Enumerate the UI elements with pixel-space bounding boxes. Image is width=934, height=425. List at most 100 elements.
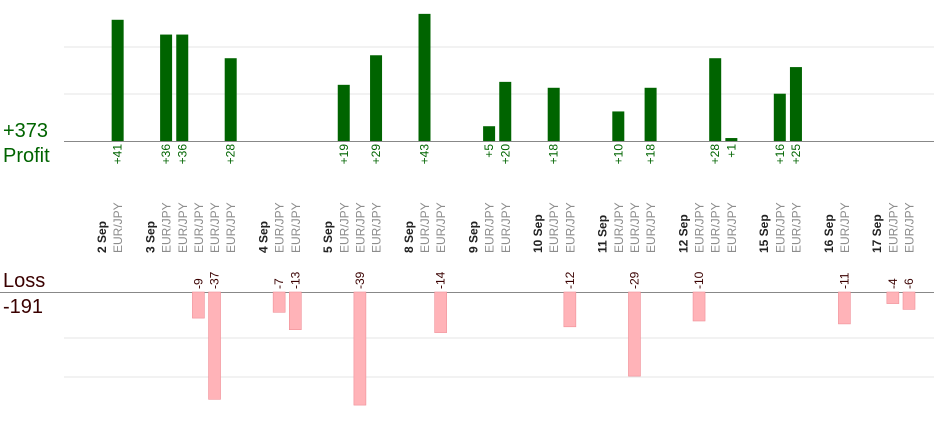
profit-label: Profit (3, 145, 50, 167)
date-label: 10 Sep (531, 214, 545, 253)
pair-label: EUR/JPY (176, 202, 190, 253)
pair-label: EUR/JPY (773, 202, 787, 253)
profit-bar (483, 126, 496, 141)
profit-value-label: +20 (498, 144, 512, 165)
date-label: 4 Sep (257, 221, 271, 253)
profit-bar (337, 84, 350, 141)
profit-value-label: +28 (708, 144, 722, 165)
pair-label: EUR/JPY (111, 202, 125, 253)
date-label: 12 Sep (676, 214, 690, 253)
date-label: 15 Sep (757, 214, 771, 253)
loss-value-label: -37 (208, 271, 222, 289)
profit-bar (176, 34, 189, 141)
pair-label: EUR/JPY (273, 202, 287, 253)
pair-label: EUR/JPY (370, 202, 384, 253)
pair-label: EUR/JPY (725, 202, 739, 253)
loss-value-label: -12 (563, 271, 577, 289)
loss-bar (272, 291, 286, 313)
profit-bar (160, 34, 173, 141)
date-label: 3 Sep (143, 221, 157, 253)
profit-value-label: +43 (418, 144, 432, 165)
loss-label: Loss (3, 270, 46, 292)
profit-bar (612, 111, 625, 141)
loss-bar (628, 291, 641, 377)
loss-value-label: -29 (627, 271, 641, 289)
profit-bar (725, 138, 738, 141)
date-label: 2 Sep (95, 221, 109, 253)
pair-label: EUR/JPY (337, 202, 351, 253)
pair-label: EUR/JPY (192, 202, 206, 253)
loss-bar (838, 291, 851, 325)
profit-bar (370, 55, 383, 142)
pair-label: EUR/JPY (612, 202, 626, 253)
pair-label: EUR/JPY (838, 202, 852, 253)
pair-label: EUR/JPY (483, 202, 497, 253)
loss-bar (208, 291, 221, 400)
profit-value-label: +36 (175, 144, 189, 165)
profit-bar (644, 87, 657, 141)
profit-value-label: +41 (111, 144, 125, 165)
loss-bar (192, 291, 205, 319)
pair-label: EUR/JPY (160, 202, 174, 253)
profit-value-label: +18 (547, 144, 561, 165)
profit-bar (773, 93, 786, 141)
pair-label: EUR/JPY (353, 202, 367, 253)
loss-value-label: -7 (272, 278, 286, 289)
loss-bar (902, 291, 916, 310)
loss-bar (353, 291, 367, 406)
profit-value-label: +18 (644, 144, 658, 165)
pair-label: EUR/JPY (628, 202, 642, 253)
pair-label: EUR/JPY (789, 202, 803, 253)
pair-label: EUR/JPY (224, 202, 238, 253)
profit-bar (111, 19, 124, 141)
pair-label: EUR/JPY (547, 202, 561, 253)
loss-value-label: -6 (902, 278, 916, 289)
profit-value-label: +25 (789, 144, 803, 165)
profit-value-label: +10 (611, 144, 625, 165)
date-label: 8 Sep (402, 221, 416, 253)
pair-label: EUR/JPY (644, 202, 658, 253)
pair-label: EUR/JPY (563, 202, 577, 253)
loss-value-label: -14 (434, 271, 448, 289)
loss-value-label: -10 (692, 271, 706, 289)
loss-bar (434, 291, 447, 333)
loss-total: -191 (3, 296, 44, 318)
profit-value-label: +28 (224, 144, 238, 165)
pair-label: EUR/JPY (499, 202, 513, 253)
date-label: 5 Sep (321, 221, 335, 253)
profit-value-label: +5 (482, 144, 496, 158)
pair-label: EUR/JPY (289, 202, 303, 253)
profit-total: +373 (3, 120, 49, 142)
loss-bar (563, 291, 577, 328)
pair-label: EUR/JPY (886, 202, 900, 253)
profit-bar (418, 13, 431, 141)
loss-bar (886, 291, 900, 304)
pair-label: EUR/JPY (903, 202, 917, 253)
profit-bar (499, 81, 512, 141)
loss-value-label: -4 (886, 278, 900, 289)
pair-label: EUR/JPY (709, 202, 723, 253)
profit-bar (709, 58, 722, 141)
date-label: 17 Sep (870, 214, 884, 253)
pair-label: EUR/JPY (434, 202, 448, 253)
loss-bar (692, 291, 706, 322)
date-label: 16 Sep (822, 214, 836, 253)
profit-value-label: +19 (337, 144, 351, 165)
pair-label: EUR/JPY (693, 202, 707, 253)
pair-label: EUR/JPY (208, 202, 222, 253)
date-label: 9 Sep (466, 221, 480, 253)
date-label: 11 Sep (596, 215, 610, 253)
loss-bar (288, 291, 302, 331)
loss-value-label: -11 (837, 272, 851, 289)
pair-label: EUR/JPY (418, 202, 432, 253)
profit-bar (547, 87, 560, 141)
profit-value-label: +29 (369, 144, 383, 165)
profit-value-label: +36 (159, 144, 173, 165)
loss-value-label: -9 (191, 278, 205, 289)
loss-value-label: -39 (353, 271, 367, 289)
profit-bar (789, 67, 802, 141)
profit-bar (224, 58, 237, 141)
profit-value-label: +1 (724, 144, 738, 158)
loss-value-label: -13 (288, 271, 302, 289)
